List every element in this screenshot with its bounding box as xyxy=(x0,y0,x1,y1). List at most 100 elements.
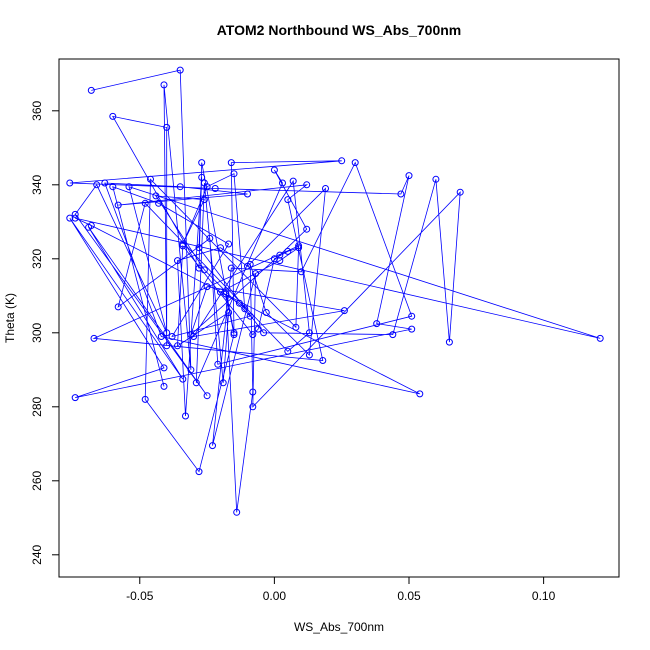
data-point-26 xyxy=(163,329,171,337)
data-point-51 xyxy=(262,309,270,316)
data-point-113 xyxy=(160,382,168,390)
data-point-110 xyxy=(225,240,233,248)
data-point-21 xyxy=(179,375,187,383)
data-point-24 xyxy=(71,210,79,218)
data-point-60 xyxy=(260,329,268,337)
data-point-62 xyxy=(432,175,440,183)
data-point-15 xyxy=(405,172,413,180)
data-point-25 xyxy=(93,181,101,189)
data-point-89 xyxy=(219,379,227,387)
data-point-59 xyxy=(195,244,203,252)
data-point-19 xyxy=(160,364,168,372)
data-point-84 xyxy=(303,225,311,233)
data-point-106 xyxy=(152,192,160,200)
data-point-77 xyxy=(305,329,313,337)
data-point-94 xyxy=(254,325,262,333)
data-point-78 xyxy=(289,177,297,185)
data-point-85 xyxy=(270,166,278,174)
data-point-86 xyxy=(279,179,286,187)
data-point-75 xyxy=(141,199,149,207)
data-point-40 xyxy=(90,334,98,342)
data-point-65 xyxy=(249,403,257,411)
data-point-102 xyxy=(230,170,238,178)
data-point-112 xyxy=(109,183,117,191)
data-point-64 xyxy=(456,188,464,196)
data-point-96 xyxy=(284,247,292,255)
data-point-33 xyxy=(101,179,109,187)
data-point-2 xyxy=(187,366,195,374)
data-point-73 xyxy=(206,234,214,242)
data-point-42 xyxy=(292,323,300,331)
data-point-58 xyxy=(198,173,206,181)
y-tick-label-4: 320 xyxy=(30,248,44,268)
data-point-63 xyxy=(445,338,453,346)
data-point-104 xyxy=(179,240,187,248)
data-point-70 xyxy=(351,159,359,167)
data-point-90 xyxy=(225,309,233,316)
data-point-82 xyxy=(187,331,195,339)
data-point-97 xyxy=(295,244,303,252)
data-point-111 xyxy=(155,199,163,207)
data-point-5 xyxy=(163,123,171,131)
data-point-81 xyxy=(203,283,211,291)
data-point-31 xyxy=(416,390,424,398)
data-point-61 xyxy=(389,331,397,339)
data-point-0 xyxy=(87,86,95,94)
x-tick-label-3: 0.10 xyxy=(532,589,556,603)
data-point-14 xyxy=(397,190,405,198)
data-point-16 xyxy=(373,320,381,328)
data-point-45 xyxy=(195,468,203,476)
data-point-71 xyxy=(408,312,416,320)
data-point-52 xyxy=(305,351,313,359)
data-point-55 xyxy=(217,244,224,252)
x-axis: -0.05 0.00 0.05 0.10 xyxy=(126,577,556,603)
data-point-53 xyxy=(322,185,329,192)
data-point-43 xyxy=(147,175,154,183)
data-point-99 xyxy=(217,288,224,296)
data-point-66 xyxy=(252,270,259,278)
data-point-67 xyxy=(209,442,216,450)
data-point-37 xyxy=(303,181,311,189)
data-point-17 xyxy=(408,325,416,333)
series-line xyxy=(69,69,601,513)
data-point-49 xyxy=(249,388,257,396)
x-tick-label-1: 0.00 xyxy=(263,589,287,603)
data-point-27 xyxy=(125,183,133,191)
series-lines xyxy=(69,69,601,513)
data-point-87 xyxy=(192,379,200,387)
data-point-72 xyxy=(214,360,222,368)
data-point-10 xyxy=(227,159,235,167)
y-tick-label-2: 280 xyxy=(30,396,44,416)
data-point-68 xyxy=(227,264,235,272)
data-point-48 xyxy=(233,508,241,516)
data-point-101 xyxy=(241,305,249,313)
data-point-44 xyxy=(141,395,149,403)
data-point-91 xyxy=(174,342,181,350)
data-point-13 xyxy=(211,185,219,192)
y-tick-label-6: 360 xyxy=(30,100,44,120)
data-point-28 xyxy=(596,334,604,342)
data-point-103 xyxy=(203,183,211,191)
data-point-74 xyxy=(114,303,122,311)
x-axis-label: WS_Abs_700nm xyxy=(294,620,384,634)
plot-frame xyxy=(58,58,620,578)
data-point-8 xyxy=(198,159,206,167)
data-point-93 xyxy=(249,331,257,339)
y-tick-label-5: 340 xyxy=(30,174,44,194)
data-point-98 xyxy=(276,257,284,265)
data-point-54 xyxy=(244,262,251,270)
data-point-20 xyxy=(66,214,74,222)
data-point-100 xyxy=(235,299,243,307)
y-axis-label: Theta (K) xyxy=(3,293,17,343)
data-point-36 xyxy=(114,201,122,209)
data-point-30 xyxy=(87,222,95,229)
data-point-105 xyxy=(200,196,208,204)
data-point-38 xyxy=(284,196,292,204)
data-point-23 xyxy=(203,392,211,400)
data-point-46 xyxy=(230,331,238,339)
x-tick-label-2: 0.05 xyxy=(397,589,421,603)
y-tick-label-1: 260 xyxy=(30,470,44,490)
data-point-107 xyxy=(200,266,208,274)
